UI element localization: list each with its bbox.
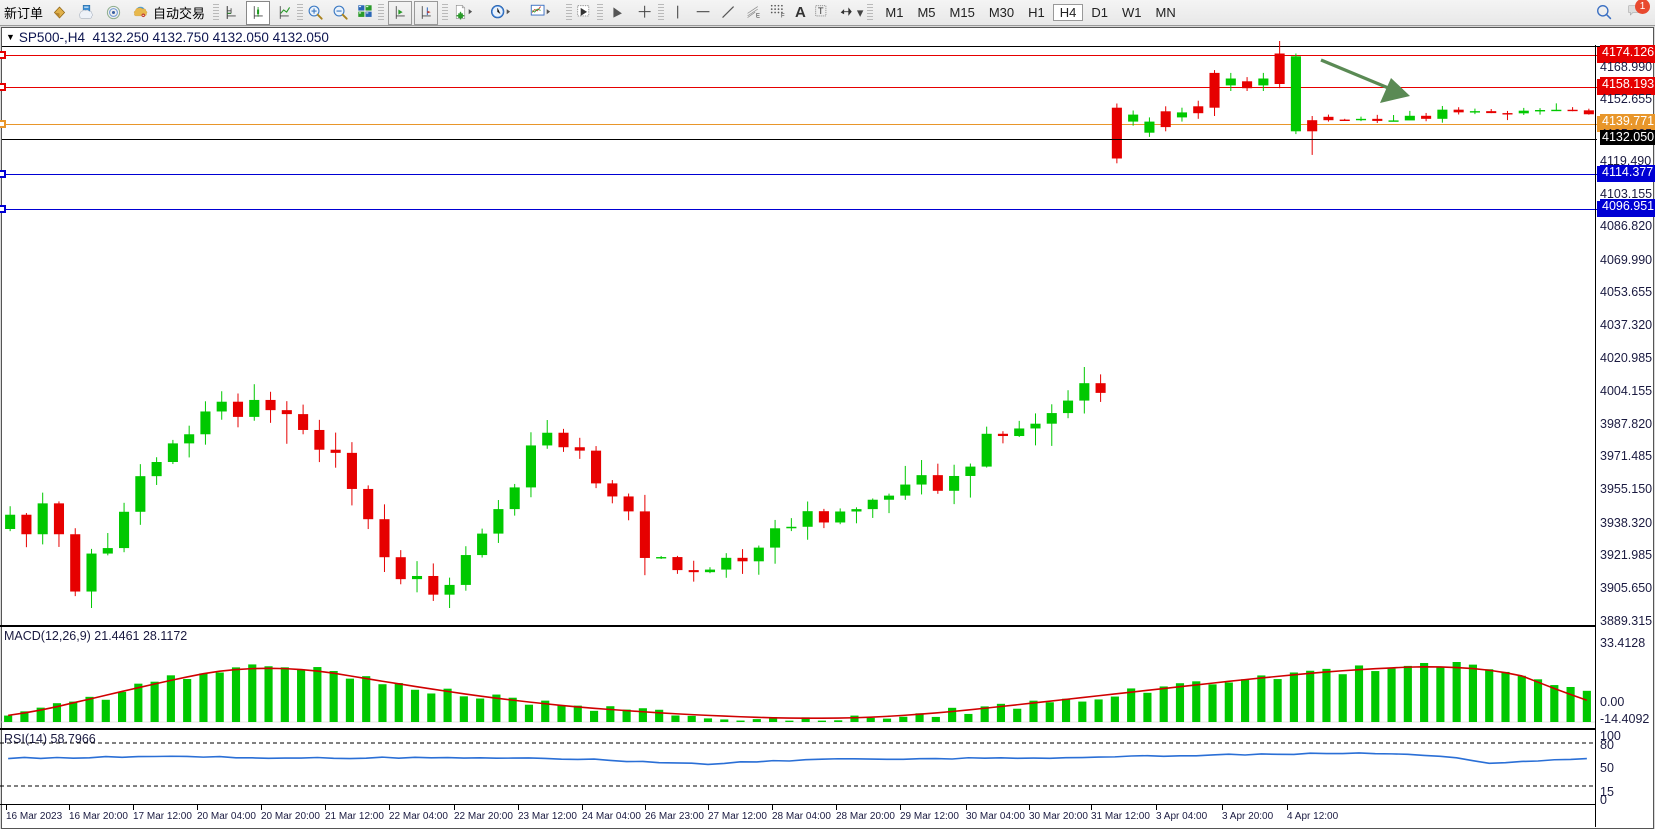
svg-text:E: E bbox=[756, 14, 760, 20]
svg-text:F: F bbox=[781, 14, 785, 20]
svg-text:T: T bbox=[818, 6, 824, 16]
